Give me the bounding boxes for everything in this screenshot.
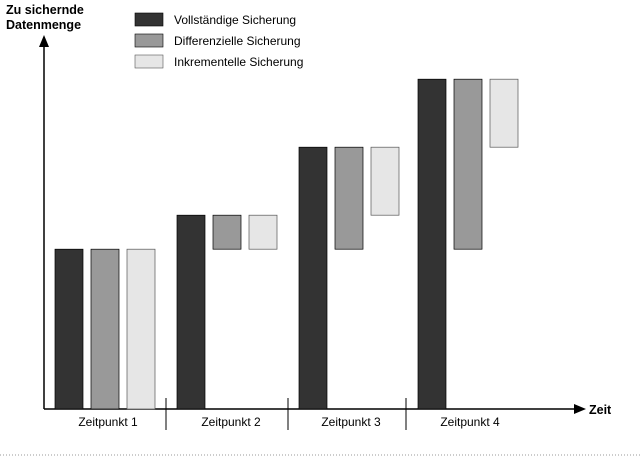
category-label: Zeitpunkt 1 (78, 415, 138, 429)
bar-differential-2 (212, 214, 242, 250)
y-axis-arrow (39, 35, 49, 47)
y-axis-title-line1: Zu sichernde (6, 3, 84, 17)
bar-full-2 (176, 214, 206, 410)
bar-incremental-4 (489, 78, 519, 148)
bar-incremental-2 (248, 214, 278, 250)
bar-full-1 (54, 248, 84, 410)
bar-differential-4 (453, 78, 483, 250)
legend-label-full: Vollständige Sicherung (174, 13, 296, 27)
category-label: Zeitpunkt 3 (321, 415, 381, 429)
category-separators (165, 398, 407, 430)
y-axis-title-line2: Datenmenge (6, 18, 81, 32)
bar-incremental-3 (370, 146, 400, 216)
category-labels: Zeitpunkt 1 Zeitpunkt 2 Zeitpunkt 3 Zeit… (78, 415, 500, 429)
bar-full-3 (298, 146, 328, 410)
x-axis-arrow (574, 404, 586, 414)
legend-label-incremental: Inkrementelle Sicherung (174, 55, 303, 69)
legend-swatch-full (134, 12, 164, 27)
category-label: Zeitpunkt 4 (440, 415, 500, 429)
legend-swatch-differential (134, 33, 164, 48)
bar-differential-3 (334, 146, 364, 250)
legend-swatch-incremental (134, 54, 164, 69)
bar-differential-1 (90, 248, 120, 410)
x-axis-title: Zeit (589, 403, 612, 417)
bars (54, 78, 519, 410)
category-label: Zeitpunkt 2 (201, 415, 261, 429)
legend-label-differential: Differenzielle Sicherung (174, 34, 301, 48)
legend: Vollständige Sicherung Differenzielle Si… (134, 12, 303, 69)
bar-full-4 (417, 78, 447, 410)
bar-incremental-1 (126, 248, 156, 410)
